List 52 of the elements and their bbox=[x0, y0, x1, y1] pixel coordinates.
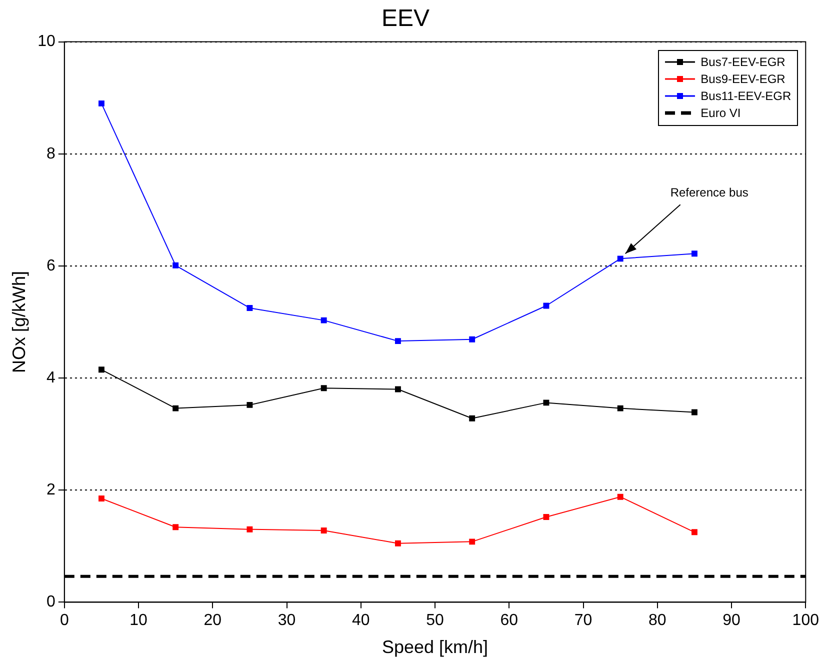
point bbox=[543, 514, 550, 520]
point bbox=[691, 250, 698, 257]
point bbox=[172, 262, 179, 268]
y-tick-label: 0 bbox=[46, 594, 56, 611]
point bbox=[320, 317, 327, 324]
point bbox=[469, 415, 476, 422]
y-tick-label: 6 bbox=[46, 257, 56, 274]
point bbox=[394, 386, 401, 392]
y-tick-label: 4 bbox=[46, 369, 56, 386]
point bbox=[691, 409, 698, 416]
x-tick-label: 50 bbox=[426, 612, 444, 630]
point bbox=[98, 496, 104, 502]
point bbox=[246, 526, 253, 532]
x-tick-label: 100 bbox=[792, 612, 820, 630]
y-tick-label: 10 bbox=[38, 33, 56, 50]
point bbox=[172, 524, 179, 530]
x-tick-label: 0 bbox=[60, 612, 69, 630]
x-tick-label: 60 bbox=[500, 612, 518, 630]
legend-label: Bus7-EEV-EGR bbox=[700, 55, 786, 70]
point bbox=[98, 366, 104, 373]
point bbox=[172, 405, 179, 412]
point bbox=[617, 256, 624, 262]
point bbox=[394, 540, 401, 546]
point bbox=[469, 538, 476, 545]
point bbox=[246, 402, 253, 408]
x-tick-label: 90 bbox=[722, 612, 741, 630]
y-tick-label: 2 bbox=[46, 482, 56, 499]
legend-label: Bus11-EEV-EGR bbox=[700, 89, 792, 104]
chart-title: EEV bbox=[381, 5, 430, 32]
point bbox=[98, 100, 104, 106]
legend-label: Bus9-EEV-EGR bbox=[700, 72, 786, 86]
point bbox=[320, 527, 327, 534]
y-tick-label: 8 bbox=[46, 145, 56, 162]
legend-label: Euro VI bbox=[700, 106, 741, 120]
x-tick-label: 70 bbox=[574, 612, 592, 630]
point bbox=[543, 400, 550, 406]
point bbox=[320, 385, 327, 392]
point bbox=[543, 302, 550, 309]
point bbox=[246, 305, 253, 311]
point bbox=[617, 494, 624, 500]
x-tick-label: 10 bbox=[130, 612, 148, 630]
y-axis-title: NOx [g/kWh] bbox=[8, 270, 29, 374]
point bbox=[394, 338, 401, 344]
point bbox=[691, 529, 698, 536]
x-tick-label: 20 bbox=[204, 612, 222, 630]
x-tick-label: 40 bbox=[352, 612, 370, 630]
annotation: Reference bus bbox=[670, 186, 748, 200]
x-axis-title: Speed [km/h] bbox=[382, 637, 488, 658]
point bbox=[617, 405, 624, 412]
x-tick-label: 80 bbox=[648, 612, 666, 630]
x-tick-label: 30 bbox=[278, 612, 296, 630]
point bbox=[469, 336, 476, 342]
